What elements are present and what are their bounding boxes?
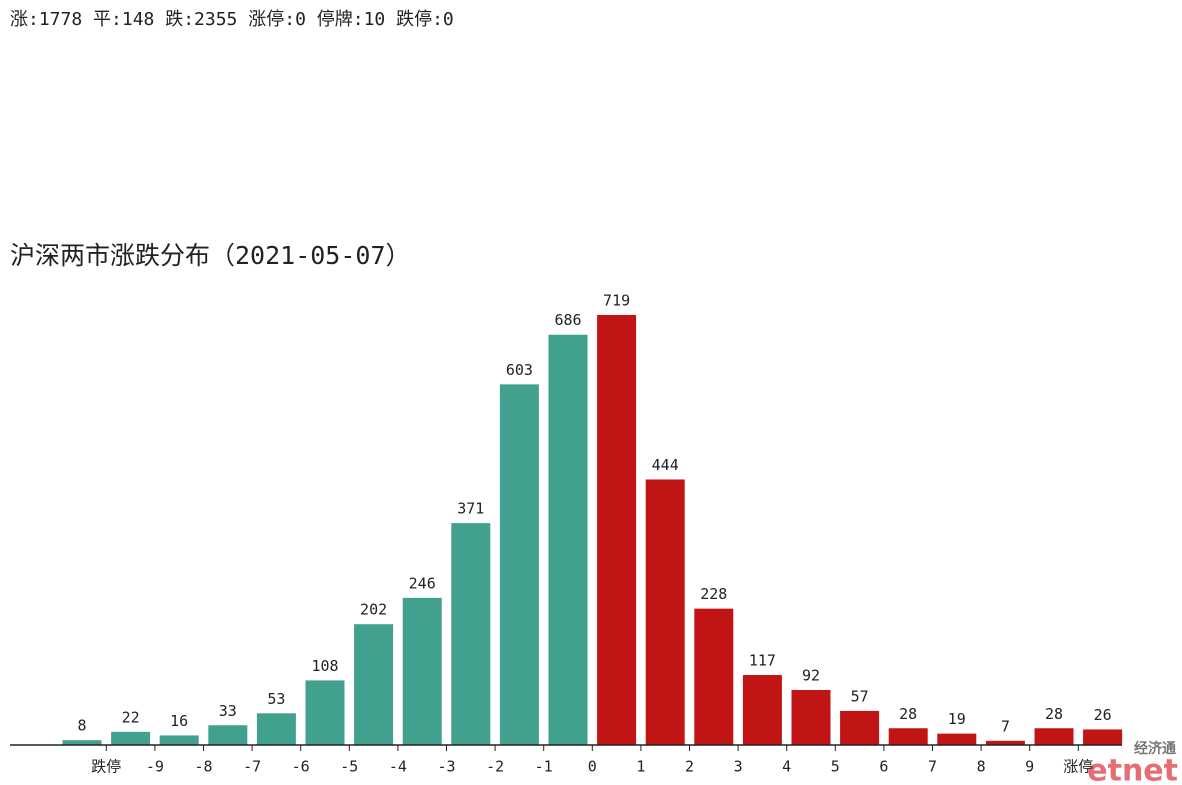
x-tick-label: -9 — [146, 758, 164, 776]
x-tick-label: 4 — [782, 758, 791, 776]
bar — [548, 334, 588, 745]
data-label: 603 — [506, 361, 533, 379]
x-tick-label: 6 — [879, 758, 888, 776]
bar — [888, 728, 928, 745]
bar — [937, 733, 977, 745]
logo-top: 经济通 — [1134, 740, 1176, 757]
data-label: 16 — [170, 712, 188, 730]
data-label: 8 — [77, 717, 86, 735]
bar — [985, 740, 1025, 745]
bar — [111, 731, 151, 745]
bar — [1034, 728, 1074, 745]
x-tick-label: -2 — [486, 758, 504, 776]
bar — [742, 675, 782, 745]
bar — [159, 735, 199, 745]
logo-bottom: etnet — [1087, 754, 1178, 785]
data-label: 117 — [749, 652, 776, 670]
x-tick-label: -7 — [243, 758, 261, 776]
bar — [597, 315, 637, 745]
bar — [499, 384, 539, 745]
x-tick-label: 0 — [588, 758, 597, 776]
bar — [791, 689, 831, 745]
data-label: 686 — [554, 311, 581, 329]
bar — [840, 710, 880, 745]
bar — [354, 624, 394, 745]
x-tick-label: 5 — [831, 758, 840, 776]
data-label: 22 — [122, 708, 140, 726]
x-tick-label: -4 — [389, 758, 407, 776]
data-label: 19 — [948, 710, 966, 728]
data-label: 28 — [899, 705, 917, 723]
x-tick-label: -3 — [437, 758, 455, 776]
x-tick-label: 涨停 — [1063, 758, 1093, 776]
x-tick-label: -8 — [194, 758, 212, 776]
data-label: 108 — [311, 657, 338, 675]
data-label: 202 — [360, 601, 387, 619]
data-label: 7 — [1001, 717, 1010, 735]
data-label: 26 — [1094, 706, 1112, 724]
summary-header: 涨:1778 平:148 跌:2355 涨停:0 停牌:10 跌停:0 — [10, 9, 454, 30]
bar — [305, 680, 345, 745]
data-label: 28 — [1045, 705, 1063, 723]
bar — [694, 608, 734, 745]
data-label: 444 — [652, 456, 679, 474]
x-tick-label: -1 — [535, 758, 553, 776]
data-label: 33 — [219, 702, 237, 720]
x-tick-label: -5 — [340, 758, 358, 776]
x-tick-label: 1 — [636, 758, 645, 776]
bar — [1083, 729, 1123, 745]
x-tick-label: 8 — [977, 758, 986, 776]
data-label: 57 — [851, 687, 869, 705]
data-label: 719 — [603, 292, 630, 310]
x-tick-label: 9 — [1025, 758, 1034, 776]
data-label: 53 — [267, 690, 285, 708]
x-tick-label: 跌停 — [91, 758, 121, 776]
data-label: 371 — [457, 500, 484, 518]
data-label: 228 — [700, 585, 727, 603]
x-tick-label: 2 — [685, 758, 694, 776]
chart-title: 沪深两市涨跌分布（2021-05-07） — [10, 241, 411, 270]
bar — [451, 523, 491, 745]
bar — [402, 597, 442, 745]
x-tick-label: 7 — [928, 758, 937, 776]
data-label: 92 — [802, 666, 820, 684]
x-tick-label: -6 — [292, 758, 310, 776]
bar — [256, 713, 296, 745]
data-label: 246 — [409, 574, 436, 592]
bar — [645, 479, 685, 745]
bar — [208, 725, 248, 745]
x-tick-label: 3 — [734, 758, 743, 776]
bar — [62, 740, 102, 745]
